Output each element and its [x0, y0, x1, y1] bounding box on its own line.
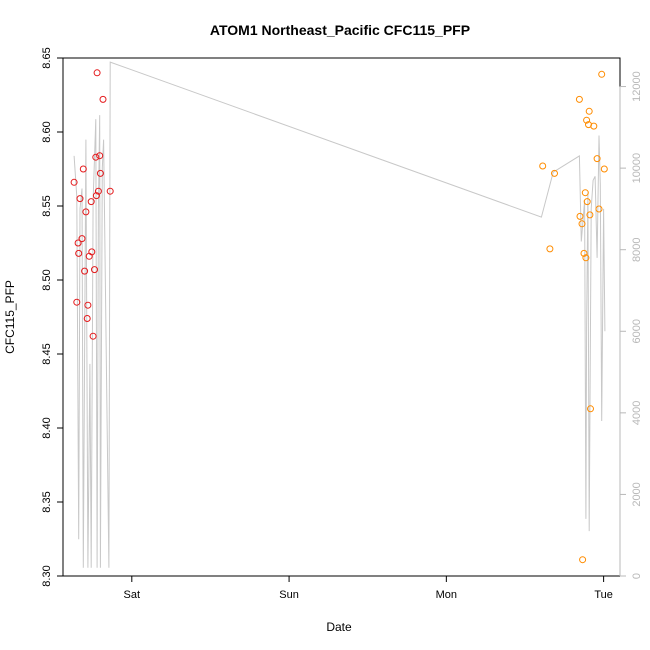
x-axis: Sat Sun Mon Tue	[124, 575, 613, 601]
data-point	[93, 69, 101, 77]
data-point	[76, 195, 84, 203]
y2-tick-label: 0	[631, 573, 643, 579]
data-point	[79, 165, 87, 173]
data-point	[78, 235, 86, 243]
y-tick-label: 8.40	[41, 417, 53, 438]
x-tick-label: Sat	[124, 589, 141, 601]
data-point	[583, 198, 591, 206]
data-point	[539, 162, 547, 170]
data-point	[586, 211, 594, 219]
y2-tick-label: 4000	[631, 401, 643, 425]
y-axis-right: 0 2000 4000 6000 8000 10000 12000	[619, 71, 643, 579]
data-point	[578, 220, 586, 228]
data-point	[575, 95, 583, 103]
data-point	[551, 169, 558, 177]
data-point	[81, 267, 89, 275]
data-point	[595, 205, 603, 213]
data-point	[106, 187, 114, 195]
data-point	[92, 192, 100, 200]
data-point	[87, 198, 95, 206]
data-point	[598, 70, 606, 78]
data-point	[582, 254, 590, 262]
data-point	[585, 107, 593, 115]
data-point	[96, 169, 104, 177]
data-point	[88, 248, 96, 256]
data-point	[581, 189, 589, 197]
y-tick-label: 8.45	[41, 343, 53, 364]
data-point	[579, 556, 587, 564]
y2-tick-label: 6000	[631, 319, 643, 343]
plot-frame	[62, 57, 621, 577]
x-tick-label: Mon	[436, 589, 457, 601]
data-point	[91, 266, 98, 274]
data-point	[73, 298, 81, 306]
data-point	[89, 332, 97, 340]
data-point	[94, 187, 102, 195]
data-point	[593, 155, 601, 163]
data-point	[92, 153, 100, 161]
x-tick-label: Sun	[279, 589, 299, 601]
y-axis-left: 8.30 8.35 8.40 8.45 8.50 8.55 8.60 8.65	[41, 47, 64, 587]
y-tick-label: 8.55	[41, 195, 53, 216]
data-point	[600, 165, 608, 173]
y-tick-label: 8.30	[41, 565, 53, 586]
data-point	[82, 208, 90, 216]
data-point	[83, 315, 91, 322]
y2-tick-label: 12000	[631, 71, 643, 102]
y-tick-label: 8.65	[41, 47, 53, 68]
y2-tick-label: 2000	[631, 482, 643, 506]
data-point	[70, 178, 78, 186]
y2-tick-label: 10000	[631, 153, 643, 184]
y2-tick-label: 8000	[631, 237, 643, 261]
altitude-line-layer	[73, 61, 606, 568]
data-point	[583, 116, 591, 124]
y-tick-label: 8.60	[41, 121, 53, 142]
altitude-line	[73, 61, 606, 568]
x-tick-label: Tue	[594, 589, 613, 601]
data-point	[74, 239, 82, 247]
data-point	[580, 249, 588, 257]
data-point	[96, 152, 104, 160]
data-point	[576, 212, 584, 220]
data-points-layer	[70, 69, 608, 564]
chart-title: ATOM1 Northeast_Pacific CFC115_PFP	[210, 22, 470, 38]
data-point	[99, 95, 107, 103]
x-axis-label: Date	[326, 620, 352, 634]
y-tick-label: 8.50	[41, 269, 53, 290]
data-point	[84, 301, 92, 309]
data-point	[75, 249, 83, 257]
data-point	[546, 245, 554, 253]
data-point	[587, 405, 594, 413]
y-axis-label: CFC115_PFP	[3, 280, 17, 354]
y-tick-label: 8.35	[41, 491, 53, 512]
data-point	[590, 122, 598, 130]
